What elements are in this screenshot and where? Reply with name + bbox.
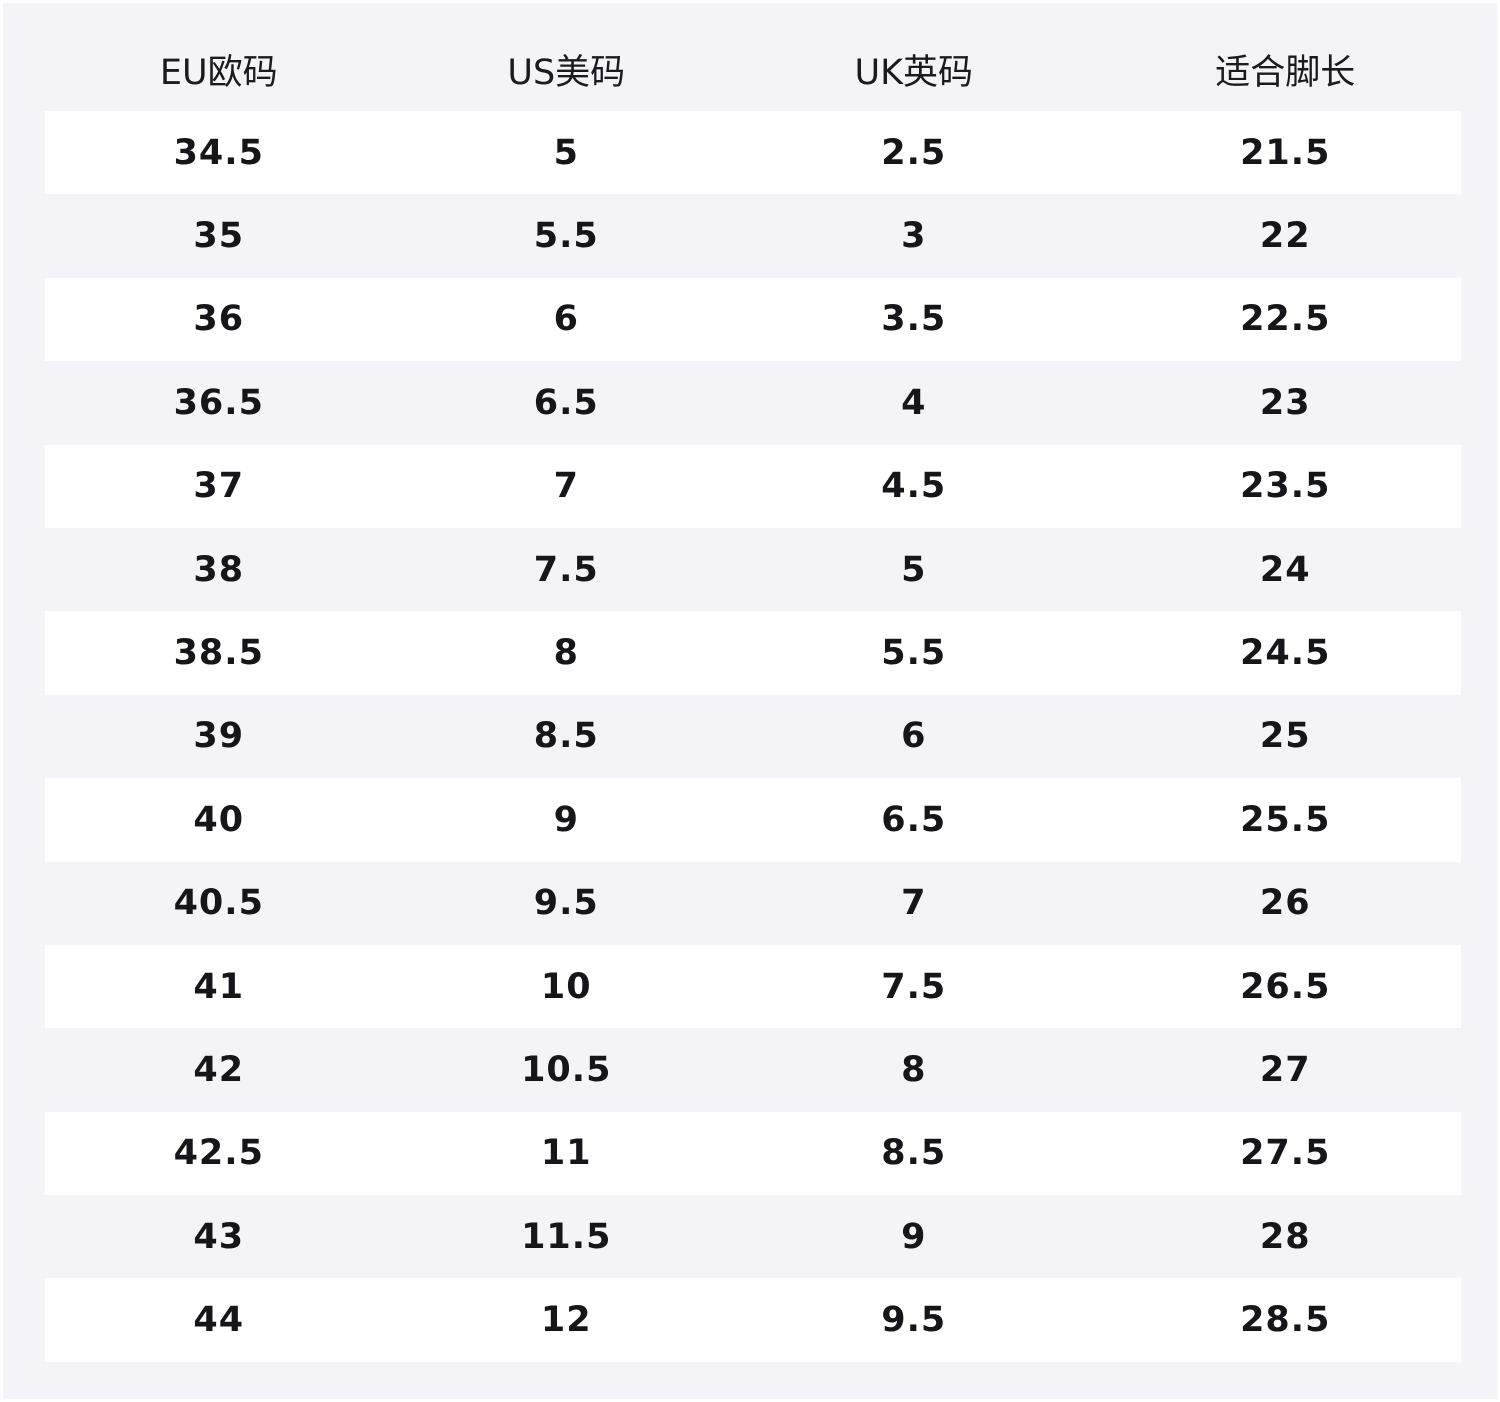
cell-foot-length: 22 — [1259, 216, 1311, 257]
cell-eu: 38 — [193, 549, 245, 590]
cell-foot-length: 22.5 — [1240, 299, 1331, 340]
cell-uk: 4.5 — [881, 466, 947, 507]
size-chart-panel: EU欧码 US美码 UK英码 适合脚长 34.5 5 2.5 21.5 35 5… — [3, 3, 1497, 1399]
cell-uk: 5.5 — [881, 633, 947, 674]
cell-foot-length: 21.5 — [1240, 132, 1331, 173]
table-row: 42 10.5 8 27 — [45, 1028, 1461, 1111]
cell-us: 6.5 — [533, 382, 599, 423]
cell-uk: 5 — [901, 549, 927, 590]
cell-uk: 8 — [901, 1049, 927, 1090]
cell-foot-length: 24 — [1259, 549, 1311, 590]
size-chart-table: EU欧码 US美码 UK英码 适合脚长 34.5 5 2.5 21.5 35 5… — [45, 28, 1461, 1362]
cell-foot-length: 27 — [1259, 1049, 1311, 1090]
cell-us: 9.5 — [533, 883, 599, 924]
table-row: 36.5 6.5 4 23 — [45, 361, 1461, 444]
cell-eu: 42.5 — [173, 1133, 264, 1174]
cell-us: 5 — [553, 132, 579, 173]
cell-foot-length: 25 — [1259, 716, 1311, 757]
cell-us: 11.5 — [521, 1216, 612, 1257]
header-uk-size: UK英码 — [854, 53, 974, 93]
cell-eu: 40 — [193, 799, 245, 840]
cell-foot-length: 23.5 — [1240, 466, 1331, 507]
cell-eu: 35 — [193, 216, 245, 257]
cell-uk: 6.5 — [881, 799, 947, 840]
cell-foot-length: 25.5 — [1240, 799, 1331, 840]
table-row: 34.5 5 2.5 21.5 — [45, 111, 1461, 195]
cell-eu: 36.5 — [173, 382, 264, 423]
table-row: 44 12 9.5 28.5 — [45, 1278, 1461, 1362]
table-row: 35 5.5 3 22 — [45, 194, 1461, 277]
table-row: 41 10 7.5 26.5 — [45, 944, 1461, 1029]
cell-us: 10.5 — [521, 1049, 612, 1090]
cell-eu: 43 — [193, 1216, 245, 1257]
cell-foot-length: 27.5 — [1240, 1133, 1331, 1174]
cell-foot-length: 26.5 — [1240, 966, 1331, 1007]
cell-eu: 41 — [193, 966, 245, 1007]
cell-us: 5.5 — [533, 216, 599, 257]
cell-uk: 8.5 — [881, 1133, 947, 1174]
cell-us: 10 — [540, 966, 592, 1007]
cell-us: 7.5 — [533, 549, 599, 590]
header-us-size: US美码 — [507, 53, 626, 93]
cell-uk: 9 — [901, 1216, 927, 1257]
cell-us: 8 — [553, 633, 579, 674]
cell-us: 11 — [540, 1133, 592, 1174]
cell-eu: 40.5 — [173, 883, 264, 924]
cell-eu: 44 — [193, 1300, 245, 1341]
cell-uk: 4 — [901, 382, 927, 423]
cell-foot-length: 26 — [1259, 883, 1311, 924]
header-foot-length: 适合脚长 — [1215, 53, 1356, 93]
cell-us: 9 — [553, 799, 579, 840]
cell-uk: 9.5 — [881, 1300, 947, 1341]
cell-foot-length: 24.5 — [1240, 633, 1331, 674]
table-row: 38.5 8 5.5 24.5 — [45, 611, 1461, 695]
table-row: 42.5 11 8.5 27.5 — [45, 1111, 1461, 1196]
table-row: 40.5 9.5 7 26 — [45, 862, 1461, 945]
cell-us: 7 — [553, 466, 579, 507]
cell-uk: 3.5 — [881, 299, 947, 340]
table-row: 37 7 4.5 23.5 — [45, 444, 1461, 528]
cell-uk: 7.5 — [881, 966, 947, 1007]
cell-eu: 38.5 — [173, 633, 264, 674]
cell-uk: 2.5 — [881, 132, 947, 173]
cell-eu: 37 — [193, 466, 245, 507]
cell-eu: 42 — [193, 1049, 245, 1090]
cell-uk: 3 — [901, 216, 927, 257]
table-row: 39 8.5 6 25 — [45, 695, 1461, 778]
cell-eu: 36 — [193, 299, 245, 340]
cell-eu: 39 — [193, 716, 245, 757]
table-row: 38 7.5 5 24 — [45, 528, 1461, 611]
cell-us: 12 — [540, 1300, 592, 1341]
table-row: 40 9 6.5 25.5 — [45, 778, 1461, 862]
table-row: 36 6 3.5 22.5 — [45, 277, 1461, 362]
cell-foot-length: 28.5 — [1240, 1300, 1331, 1341]
cell-eu: 34.5 — [173, 132, 264, 173]
cell-foot-length: 23 — [1259, 382, 1311, 423]
cell-uk: 7 — [901, 883, 927, 924]
cell-foot-length: 28 — [1259, 1216, 1311, 1257]
cell-us: 6 — [553, 299, 579, 340]
table-header-row: EU欧码 US美码 UK英码 适合脚长 — [45, 28, 1461, 111]
cell-us: 8.5 — [533, 716, 599, 757]
cell-uk: 6 — [901, 716, 927, 757]
header-eu-size: EU欧码 — [159, 53, 278, 93]
table-row: 43 11.5 9 28 — [45, 1195, 1461, 1278]
